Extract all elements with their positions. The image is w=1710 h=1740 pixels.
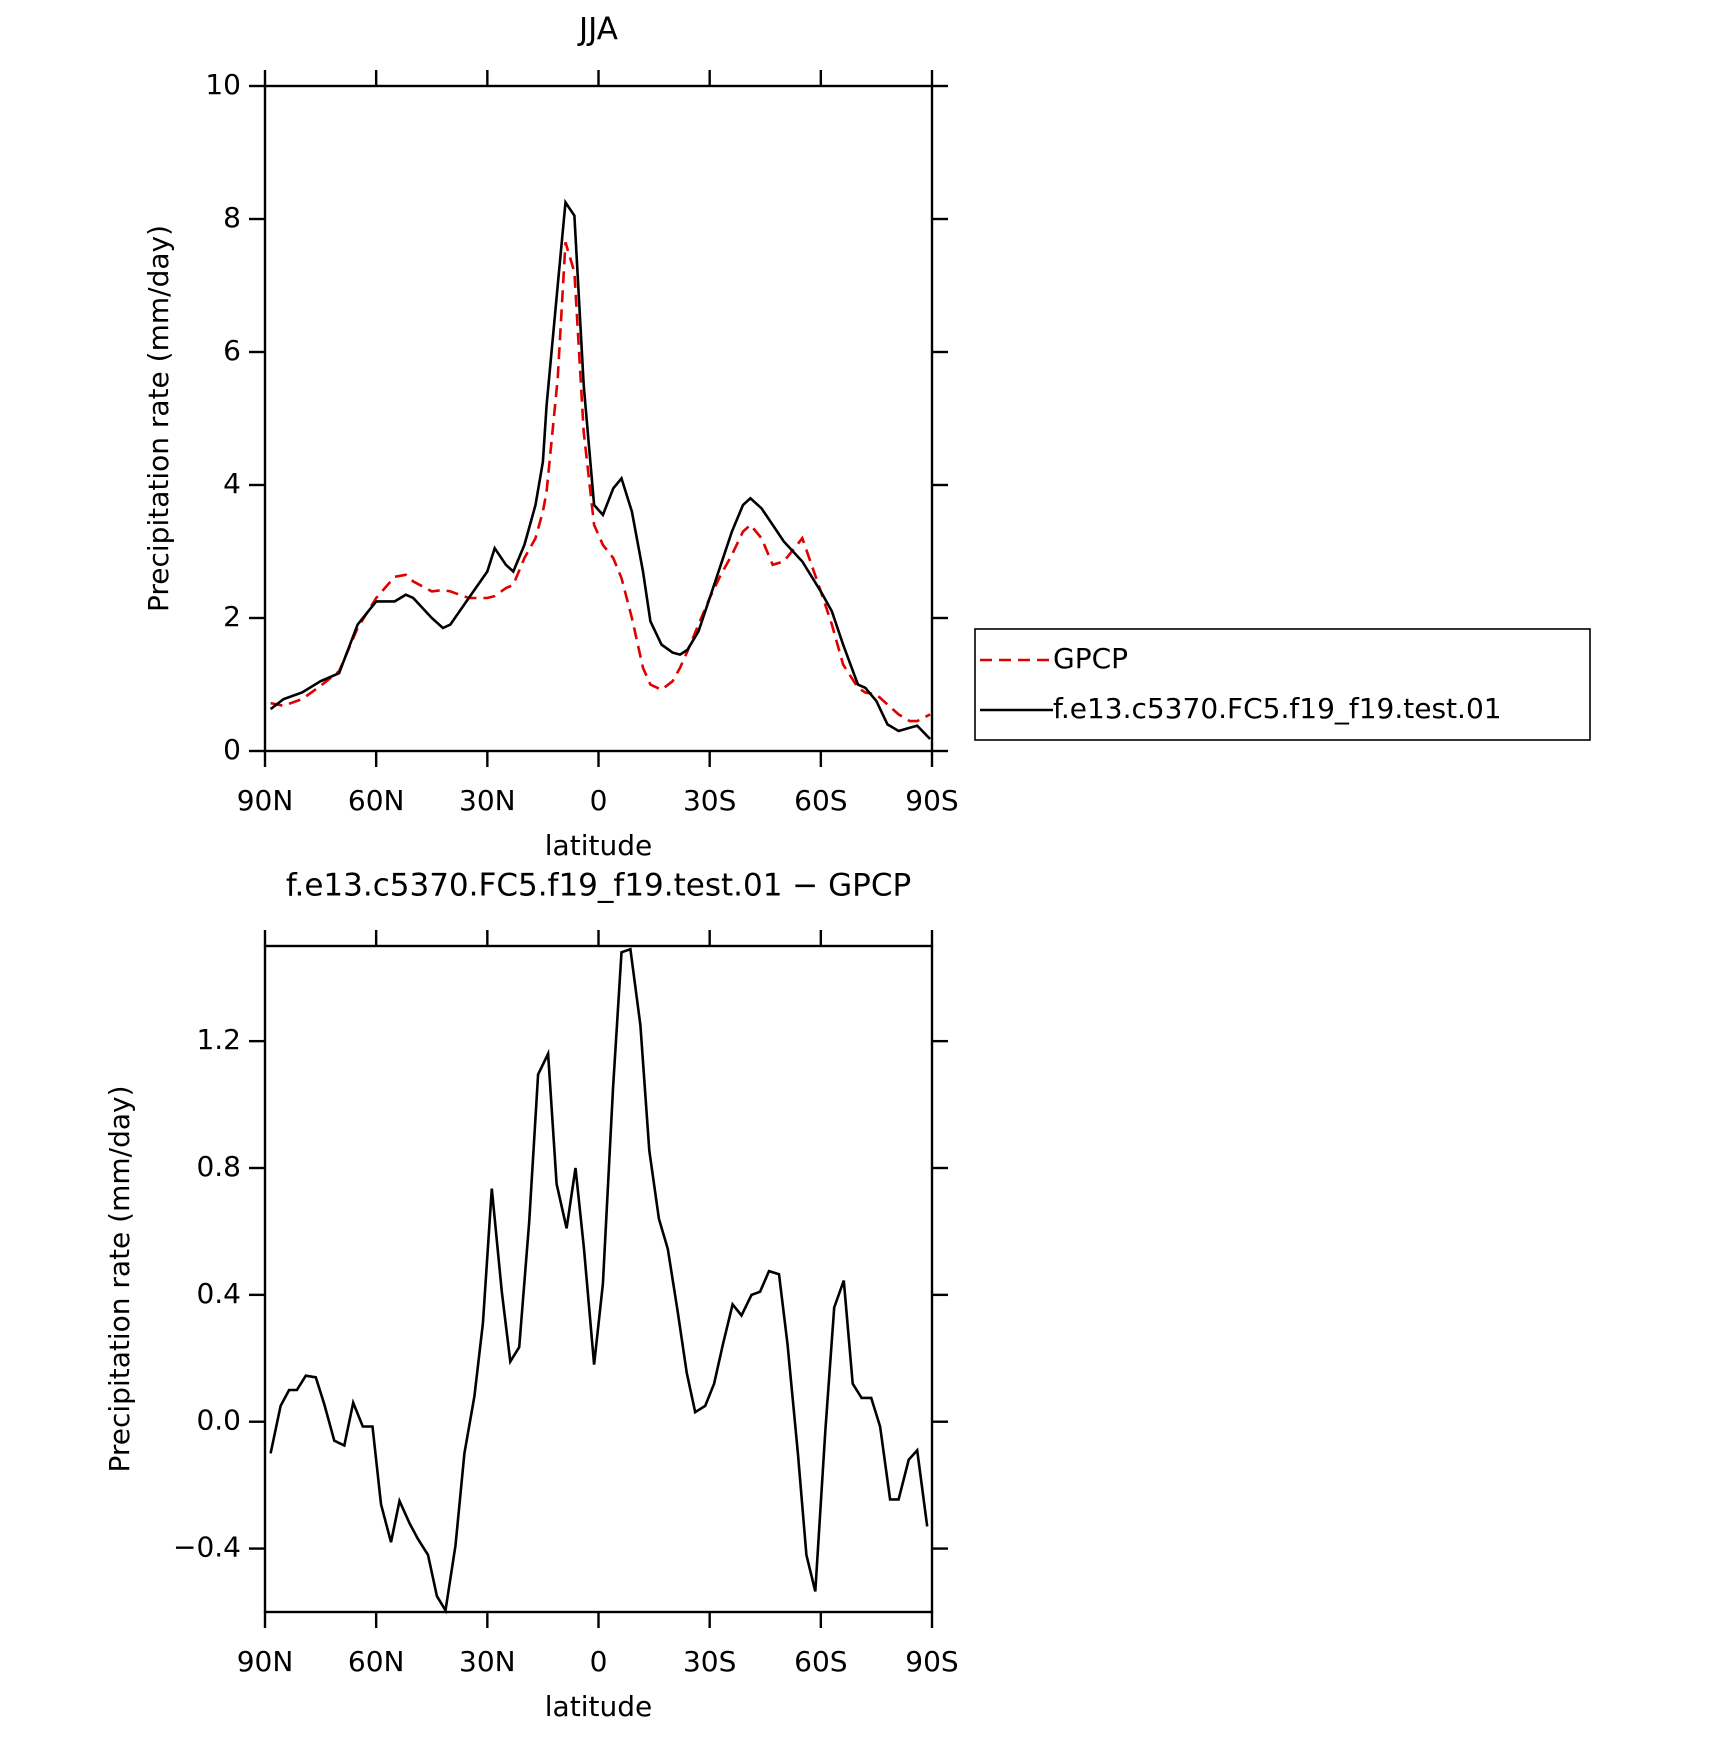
x-tick-label: 60N: [348, 1645, 405, 1678]
plot-frame: [263, 84, 934, 753]
legend-box: [974, 628, 1591, 741]
y-tick-label: 0: [223, 733, 241, 766]
y-tick-label: 8: [223, 201, 241, 234]
x-tick-label: 30N: [459, 1645, 516, 1678]
x-tick-label: 90S: [905, 784, 958, 817]
legend-label: GPCP: [1053, 642, 1128, 675]
legend-label: f.e13.c5370.FC5.f19_f19.test.01: [1053, 692, 1502, 725]
data-line: [269, 947, 929, 1615]
y-tick-label: 10: [205, 68, 241, 101]
y-tick-label: 1.2: [196, 1023, 241, 1056]
x-tick-label: 0: [590, 1645, 608, 1678]
data-line: [270, 241, 931, 723]
y-axis-label: Precipitation rate (mm/day): [142, 225, 175, 612]
x-tick-label: 0: [590, 784, 608, 817]
x-axis-label: latitude: [545, 1690, 652, 1723]
y-tick-label: 0.8: [196, 1150, 241, 1183]
y-tick-label: −0.4: [173, 1531, 241, 1564]
plot-frame: [263, 944, 934, 1614]
x-tick-label: 30S: [683, 1645, 736, 1678]
x-tick-label: 30N: [459, 784, 516, 817]
y-tick-label: 4: [223, 467, 241, 500]
chart-title: f.e13.c5370.FC5.f19_f19.test.01 − GPCP: [286, 868, 911, 904]
x-tick-label: 60S: [794, 784, 847, 817]
chart-title: JJA: [577, 12, 618, 48]
y-tick-label: 2: [223, 600, 241, 633]
y-axis-label: Precipitation rate (mm/day): [103, 1085, 136, 1472]
x-tick-label: 60N: [348, 784, 405, 817]
x-tick-label: 60S: [794, 1645, 847, 1678]
x-tick-label: 90S: [905, 1645, 958, 1678]
data-line: [269, 198, 932, 740]
x-tick-label: 90N: [237, 784, 294, 817]
y-tick-label: 0.0: [196, 1404, 241, 1437]
y-tick-label: 6: [223, 334, 241, 367]
x-axis-label: latitude: [545, 829, 652, 862]
x-tick-label: 30S: [683, 784, 736, 817]
x-tick-label: 90N: [237, 1645, 294, 1678]
y-tick-label: 0.4: [196, 1277, 241, 1310]
